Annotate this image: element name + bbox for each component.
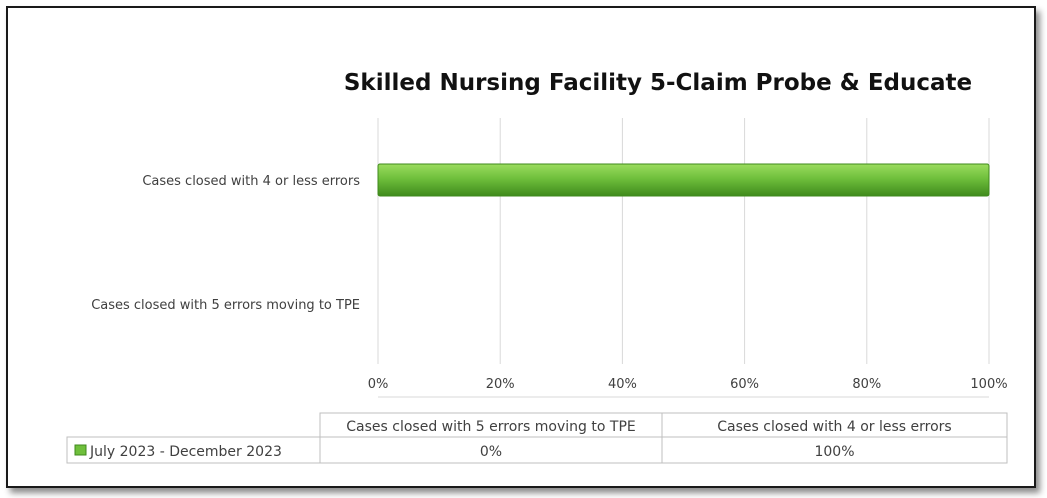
category-label: Cases closed with 4 or less errors [142,174,360,189]
x-tick-label: 100% [970,377,1007,392]
data-table-key-cell [66,436,321,464]
category-label: Cases closed with 5 errors moving to TPE [91,298,360,313]
legend-swatch [74,444,87,456]
x-tick-label: 20% [486,377,515,392]
x-tick-label: 40% [608,377,637,392]
x-tick-label: 80% [852,377,881,392]
chart-title: Skilled Nursing Facility 5-Claim Probe &… [343,70,973,96]
data-table-header: Cases closed with 5 errors moving to TPE [346,419,635,435]
x-tick-label: 60% [730,377,759,392]
legend-series-name: July 2023 - December 2023 [89,444,282,460]
x-tick-label: 0% [368,377,389,392]
data-label: 0% [480,444,502,460]
bar [377,163,990,197]
chart-frame [6,6,1036,488]
data-table-header: Cases closed with 4 or less errors [717,419,951,435]
data-label: 100% [814,444,854,460]
